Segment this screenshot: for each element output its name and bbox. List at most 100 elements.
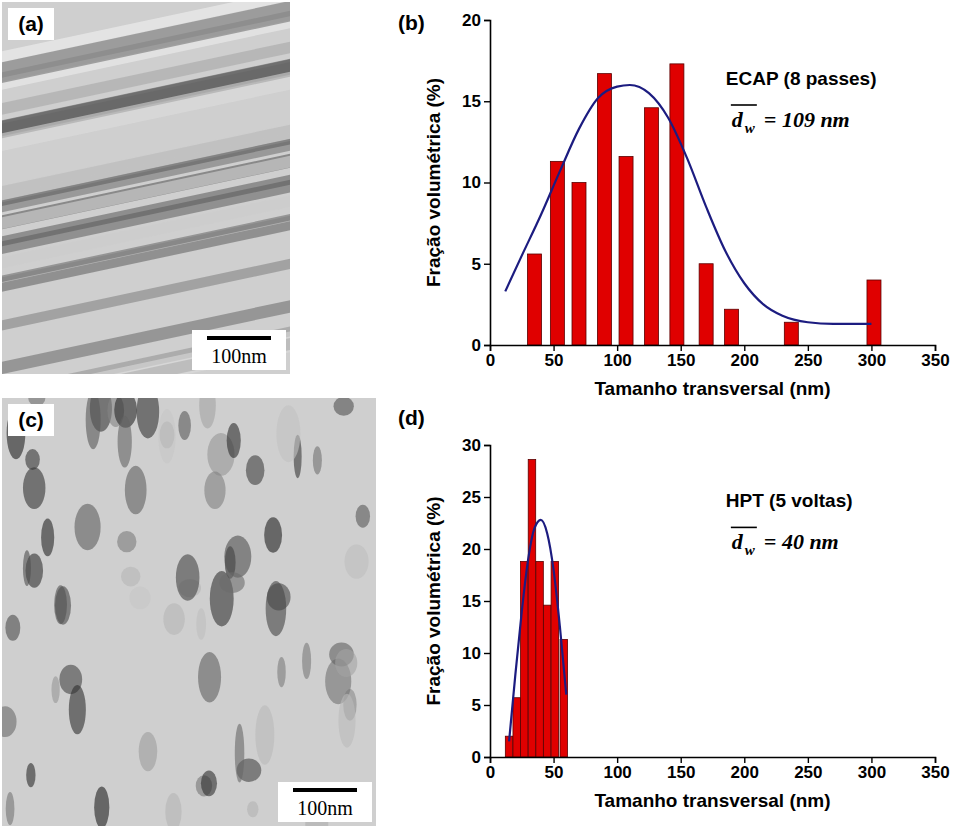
- micrograph-texture: [69, 685, 86, 734]
- tick-mark: [484, 182, 490, 183]
- micrograph-texture: [163, 603, 184, 635]
- micrograph-texture: [41, 518, 54, 556]
- tick-label: 20: [462, 540, 481, 559]
- overline: [731, 104, 757, 106]
- x-axis: 050100150200250300350: [486, 345, 950, 370]
- annotation-subscript: w: [745, 120, 756, 136]
- tick: 0: [486, 757, 495, 782]
- micrograph-texture: [51, 676, 59, 703]
- micrograph-texture: [2, 68, 290, 156]
- micrograph-texture: [23, 550, 31, 586]
- tick-mark: [484, 653, 490, 654]
- micrograph-texture: [227, 423, 241, 458]
- micrograph-texture: [201, 770, 217, 796]
- micrograph-texture: [247, 801, 258, 817]
- fit-curve: [509, 520, 566, 742]
- micrograph-texture: [198, 652, 221, 702]
- micrograph-texture: [75, 504, 101, 550]
- figure: (a)100nm(c)100nm050100150200250300350051…: [0, 0, 966, 828]
- y-axis-title: Fração volumétrica (%): [423, 496, 444, 705]
- micrograph-texture: [2, 210, 290, 286]
- tick-label: 150: [667, 351, 695, 370]
- micrograph-texture: [277, 657, 285, 687]
- micrograph-texture: [224, 536, 251, 578]
- micrograph-texture: [139, 732, 158, 771]
- tick: 20: [462, 11, 490, 30]
- bar: [644, 108, 658, 345]
- tick-label: 250: [794, 351, 822, 370]
- x-axis: 050100150200250300350: [486, 757, 950, 782]
- tick-label: 50: [545, 763, 564, 782]
- micrograph-texture: [2, 135, 290, 217]
- y-axis: 051015202530: [462, 436, 490, 767]
- micrograph-texture: [26, 763, 35, 787]
- scale-bar-label: 100nm: [297, 797, 353, 819]
- tick-label: 200: [731, 351, 759, 370]
- tick: 50: [545, 345, 564, 370]
- micrograph-texture: [129, 586, 150, 609]
- tick-mark: [484, 345, 490, 346]
- micrograph-texture: [2, 191, 290, 272]
- tick-label: 15: [462, 92, 481, 111]
- micrograph-texture: [219, 572, 244, 593]
- micrograph-texture: [338, 694, 355, 748]
- tick: 350: [921, 345, 949, 370]
- annotation: dw= 40 nm: [731, 527, 839, 558]
- tick: 0: [472, 336, 490, 355]
- tick: 10: [462, 644, 490, 663]
- bar: [572, 183, 586, 346]
- panel-label: (b): [398, 11, 425, 34]
- fit-curve: [505, 85, 871, 324]
- tick-label: 10: [462, 173, 481, 192]
- scale-bar-box: [192, 330, 286, 370]
- tick-label: 5: [472, 696, 481, 715]
- tick-label: 5: [472, 255, 481, 274]
- y-axis: 0 5 10 15 20: [462, 11, 490, 355]
- micrograph-texture: [54, 585, 67, 624]
- micrograph-texture: [267, 583, 291, 610]
- micrograph-texture: [25, 449, 40, 470]
- micrograph-texture: [276, 405, 300, 462]
- micrograph-texture: [158, 409, 175, 463]
- bar: [867, 280, 881, 345]
- overline: [731, 527, 757, 529]
- tick-mark: [484, 264, 490, 265]
- tick: 10: [462, 173, 490, 192]
- micrograph-texture: [23, 467, 45, 509]
- micrograph-texture: [118, 416, 132, 468]
- tick: 350: [921, 757, 949, 782]
- micrograph-texture: [196, 608, 206, 640]
- tick-mark: [484, 549, 490, 550]
- tick-label: 250: [794, 763, 822, 782]
- plot-area: [505, 460, 567, 757]
- tick-label: 0: [486, 763, 495, 782]
- micrograph-texture: [121, 567, 140, 587]
- tick-label: 300: [858, 351, 886, 370]
- tick-label: 100: [603, 351, 631, 370]
- tick: 30: [462, 436, 490, 455]
- scale-bar-label: 100nm: [211, 345, 267, 367]
- tick-label: 50: [545, 351, 564, 370]
- micrograph: [2, 398, 376, 826]
- micrograph-texture: [86, 398, 101, 449]
- micrograph-texture: [176, 554, 200, 600]
- bar: [725, 309, 739, 345]
- tick-label: 25: [462, 488, 481, 507]
- tick-label: 0: [472, 336, 481, 355]
- tick-label: 300: [858, 763, 886, 782]
- annotation-subscript: w: [745, 542, 756, 558]
- micrograph-texture: [2, 706, 17, 737]
- chart-title: HPT (5 voltas): [726, 490, 853, 511]
- annotation-text: = 109 nm: [764, 107, 850, 132]
- micrograph-texture: [204, 471, 225, 509]
- bar: [528, 460, 535, 757]
- tick-label: 150: [667, 763, 695, 782]
- scale-bar: [207, 336, 271, 340]
- tick: 100: [603, 345, 631, 370]
- micrograph-texture: [235, 724, 245, 783]
- label-box: [8, 8, 54, 40]
- chart-title: ECAP (8 passes): [726, 68, 877, 89]
- tick: 150: [667, 345, 695, 370]
- panel-label: (a): [18, 12, 44, 35]
- micrograph-panel: (a) 100nm: [0, 0, 310, 418]
